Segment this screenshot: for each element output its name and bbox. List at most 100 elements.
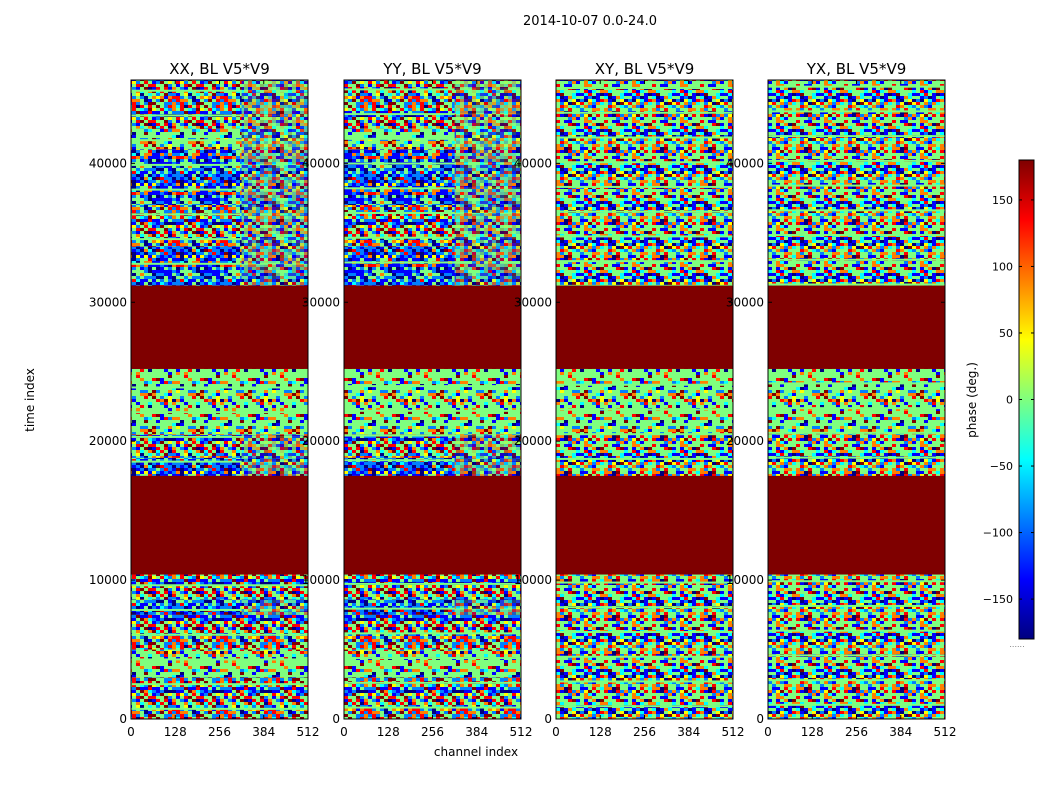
flag-stripe — [344, 137, 521, 140]
flag-stripe — [131, 386, 308, 389]
y-tick-label: 40000 — [514, 156, 552, 170]
flag-stripe — [131, 238, 308, 241]
y-tick-label: 40000 — [89, 156, 127, 170]
colorbar-tick-label: 150 — [992, 194, 1013, 207]
x-tick-label: 128 — [377, 725, 400, 739]
x-tick-label: 0 — [552, 725, 560, 739]
y-tick-label: 20000 — [514, 434, 552, 448]
flag-stripe — [131, 262, 308, 265]
flag-stripe — [131, 89, 308, 92]
flag-stripe — [556, 235, 733, 238]
flag-stripe — [556, 606, 733, 609]
x-tick-label: 0 — [764, 725, 772, 739]
flag-stripe — [768, 234, 945, 237]
flag-stripe — [556, 210, 733, 213]
flag-stripe — [344, 113, 521, 116]
x-axis-label: channel index — [433, 745, 519, 759]
colorbar-tick-label: −150 — [983, 593, 1013, 606]
fringe-region — [241, 599, 308, 615]
y-tick-label: 10000 — [514, 573, 552, 587]
flag-stripe — [556, 111, 733, 114]
flag-stripe — [344, 88, 521, 91]
x-tick-label: 0 — [127, 725, 135, 739]
flag-stripe — [768, 431, 945, 434]
data-band — [131, 574, 308, 600]
flag-stripe — [131, 633, 308, 636]
flag-stripe — [768, 258, 945, 261]
flag-stripe — [131, 683, 308, 686]
flag-stripe — [131, 658, 308, 661]
data-band — [768, 80, 945, 247]
flag-stripe — [131, 460, 308, 463]
data-band — [556, 649, 733, 719]
flag-stripe — [344, 632, 521, 635]
data-band — [768, 574, 945, 650]
colorbar-tick-label: −100 — [983, 527, 1013, 540]
flag-stripe — [131, 584, 308, 587]
y-tick-label: 30000 — [726, 295, 764, 309]
flag-stripe — [131, 114, 308, 117]
flag-stripe — [131, 608, 308, 611]
fringe-region — [241, 434, 308, 476]
flag-stripe — [556, 383, 733, 386]
y-tick-label: 40000 — [302, 156, 340, 170]
flag-stripe — [768, 283, 945, 286]
flagged-region — [768, 285, 945, 369]
y-tick-label: 30000 — [514, 295, 552, 309]
x-tick-label: 512 — [297, 725, 320, 739]
x-tick-label: 384 — [252, 725, 275, 739]
flag-stripe — [768, 110, 945, 113]
flag-stripe — [768, 209, 945, 212]
flag-stripe — [556, 408, 733, 411]
y-tick-label: 0 — [119, 712, 127, 726]
flag-stripe — [768, 654, 945, 657]
flag-stripe — [556, 185, 733, 188]
flag-stripe — [344, 187, 521, 190]
y-tick-label: 20000 — [726, 434, 764, 448]
data-band — [556, 246, 733, 286]
data-band — [344, 574, 521, 600]
y-tick-label: 10000 — [89, 573, 127, 587]
flag-stripe — [768, 456, 945, 459]
y-tick-label: 10000 — [726, 573, 764, 587]
data-band — [768, 649, 945, 719]
data-band — [556, 574, 733, 650]
flag-stripe — [768, 135, 945, 138]
flag-stripe — [768, 85, 945, 88]
x-tick-label: 512 — [722, 725, 745, 739]
y-tick-label: 40000 — [726, 156, 764, 170]
data-band — [344, 677, 521, 699]
flag-stripe — [768, 629, 945, 632]
flag-stripe — [344, 582, 521, 585]
x-tick-label: 512 — [934, 725, 957, 739]
flag-stripe — [344, 212, 521, 215]
flag-stripe — [768, 407, 945, 410]
data-band — [556, 368, 733, 435]
data-band — [344, 368, 521, 435]
flag-stripe — [556, 136, 733, 139]
flag-stripe — [556, 433, 733, 436]
y-tick-label: 0 — [544, 712, 552, 726]
data-band — [131, 614, 308, 650]
data-band — [131, 649, 308, 678]
flagged-region — [131, 475, 308, 575]
panel-title: XY, BL V5*V9 — [595, 60, 695, 78]
y-tick-label: 0 — [332, 712, 340, 726]
flag-stripe — [344, 657, 521, 660]
flag-stripe — [131, 188, 308, 191]
y-tick-label: 10000 — [302, 573, 340, 587]
flag-stripe — [344, 162, 521, 165]
flagged-region — [344, 285, 521, 369]
panel-title: YY, BL V5*V9 — [382, 60, 481, 78]
x-tick-label: 128 — [164, 725, 187, 739]
fringe-region — [241, 80, 308, 286]
data-band — [344, 649, 521, 678]
flag-stripe — [768, 382, 945, 385]
y-tick-label: 0 — [756, 712, 764, 726]
data-band — [556, 434, 733, 476]
panel-xy: XY, BL V5*V9 0 10000 20000 30000 40000 0 128 256… — [514, 60, 745, 739]
flag-stripe — [768, 604, 945, 607]
x-tick-label: 256 — [633, 725, 656, 739]
flag-stripe — [344, 385, 521, 388]
